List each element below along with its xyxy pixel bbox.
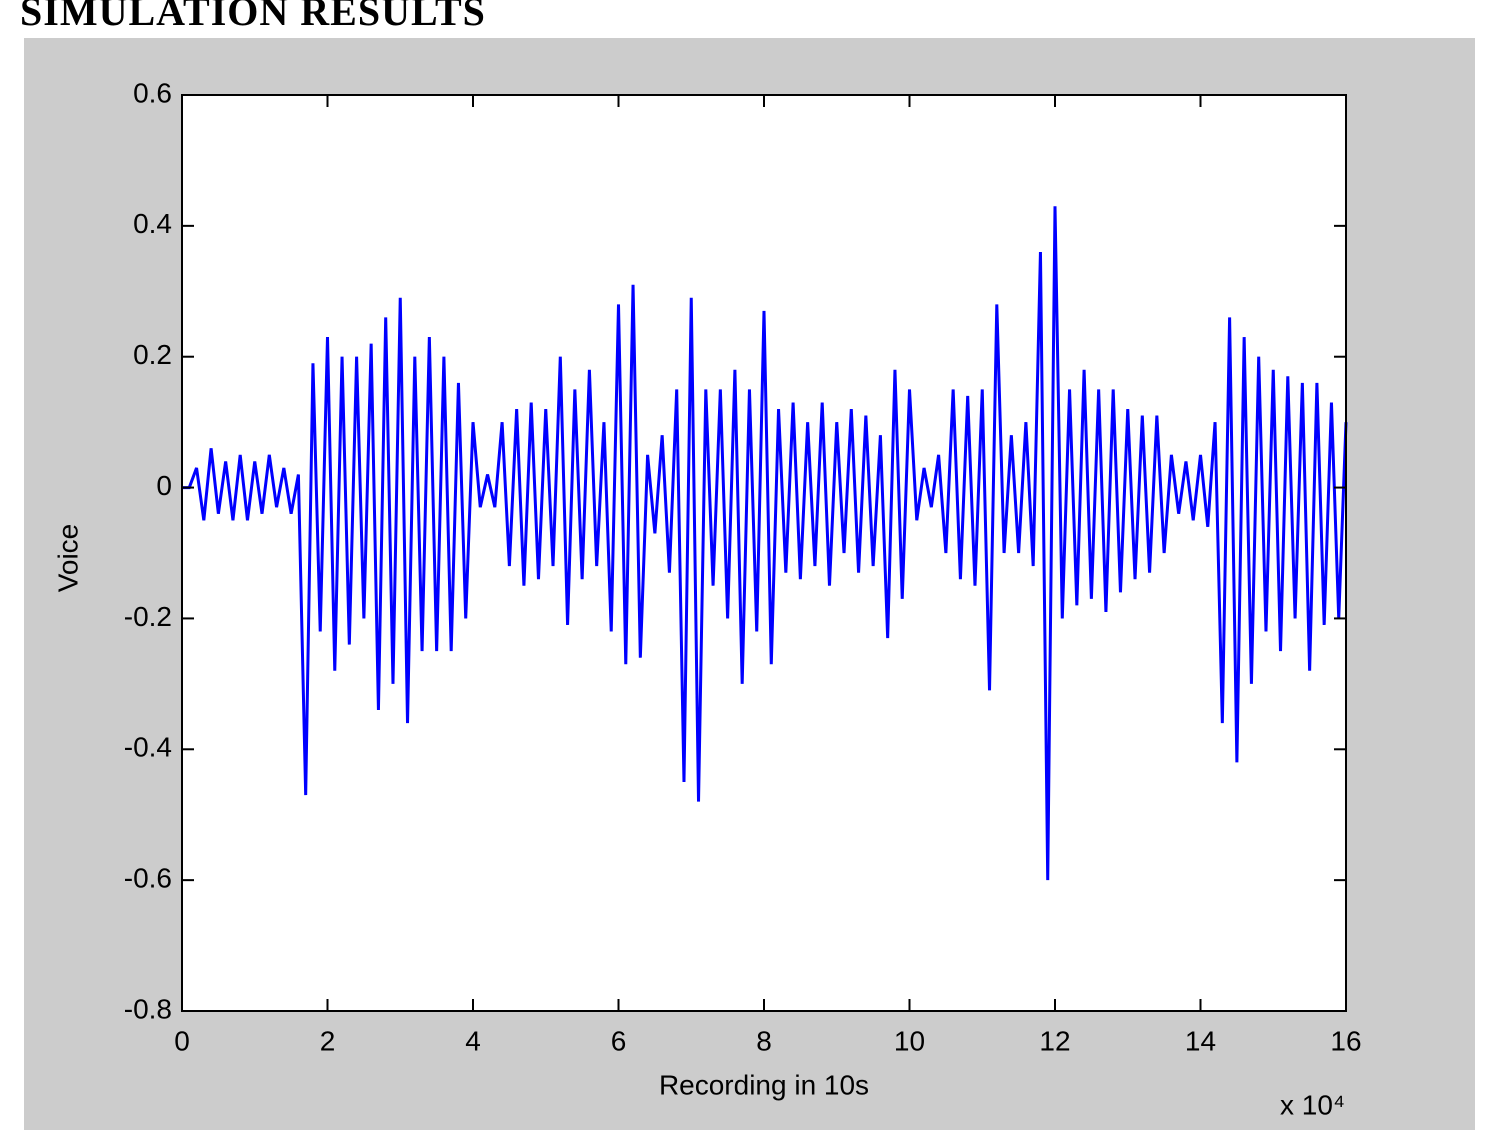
y-tick-label: 0: [156, 470, 172, 501]
heading: SIMULATION RESULTS: [20, 0, 486, 34]
x-tick-label: 10: [894, 1025, 925, 1056]
y-tick-label: -0.8: [124, 993, 172, 1024]
x-tick-label: 16: [1330, 1025, 1361, 1056]
plot-area: [182, 95, 1346, 1011]
x-tick-label: 6: [611, 1025, 627, 1056]
y-tick-label: -0.6: [124, 863, 172, 894]
x-tick-label: 8: [756, 1025, 772, 1056]
y-tick-label: 0.4: [133, 208, 172, 239]
x-multiplier: x 10⁴: [1280, 1089, 1345, 1120]
x-tick-label: 14: [1185, 1025, 1216, 1056]
waveform: [182, 206, 1348, 881]
x-tick-label: 2: [320, 1025, 336, 1056]
x-tick-label: 4: [465, 1025, 481, 1056]
x-tick-label: 0: [174, 1025, 190, 1056]
y-tick-label: -0.2: [124, 601, 172, 632]
y-axis-label: Voice: [52, 524, 83, 593]
y-tick-label: -0.4: [124, 732, 172, 763]
y-tick-label: 0.6: [133, 77, 172, 108]
y-tick-label: 0.2: [133, 339, 172, 370]
x-axis-label: Recording in 10s: [659, 1069, 869, 1100]
x-tick-label: 12: [1039, 1025, 1070, 1056]
